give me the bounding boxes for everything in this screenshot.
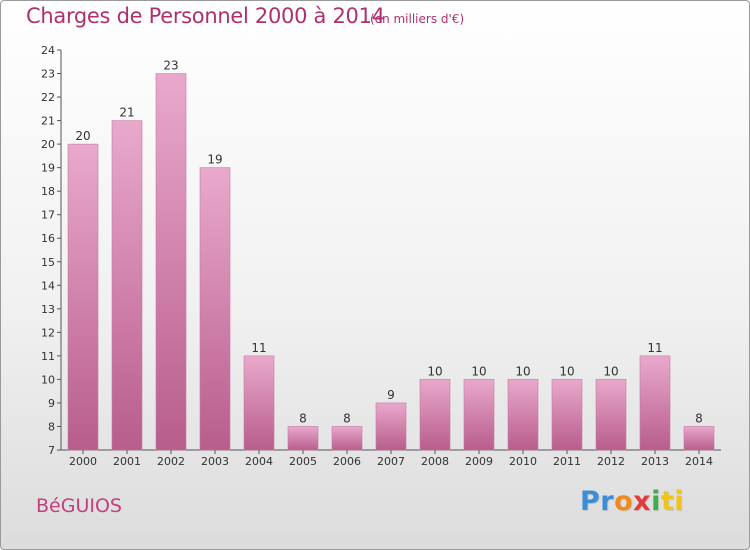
y-tick-label: 16	[41, 232, 55, 245]
bar-2003	[199, 167, 231, 451]
chart-subtitle: (en milliers d'€)	[370, 12, 465, 26]
y-tick-label: 15	[41, 256, 55, 269]
bar-2011	[551, 379, 583, 451]
y-tick-label: 23	[41, 68, 55, 81]
y-tick-label: 8	[48, 420, 55, 433]
x-tick-label-2012: 2012	[597, 455, 625, 468]
x-tick-label-2001: 2001	[113, 455, 141, 468]
logo-part: o	[614, 486, 634, 517]
y-tick-label: 24	[41, 44, 55, 57]
data-label-2011: 10	[559, 364, 574, 378]
data-label-2006: 8	[343, 411, 351, 425]
bar-2001	[111, 120, 143, 451]
y-tick-label: 10	[41, 373, 55, 386]
x-tick-label-2010: 2010	[509, 455, 537, 468]
data-label-2013: 11	[647, 341, 662, 355]
x-tick-label-2014: 2014	[685, 455, 713, 468]
y-tick-label: 22	[41, 91, 55, 104]
x-tick-label-2011: 2011	[553, 455, 581, 468]
chart-title: Charges de Personnel 2000 à 2014	[26, 4, 385, 28]
logo-part: i	[651, 486, 661, 517]
data-label-2012: 10	[603, 364, 618, 378]
bar-2014	[683, 426, 715, 451]
proxiti-logo: Proxiti	[580, 486, 684, 517]
bar-2000	[67, 143, 99, 451]
bar-2004	[243, 355, 275, 451]
y-tick-label: 20	[41, 138, 55, 151]
bar-2013	[639, 355, 671, 451]
logo-part: Pr	[580, 486, 615, 517]
y-tick-label: 13	[41, 303, 55, 316]
data-label-2001: 21	[119, 106, 134, 120]
y-tick-label: 12	[41, 326, 55, 339]
x-tick-label-2008: 2008	[421, 455, 449, 468]
x-tick-label-2013: 2013	[641, 455, 669, 468]
y-tick-label: 9	[48, 397, 55, 410]
data-label-2003: 19	[207, 153, 222, 167]
data-label-2010: 10	[515, 364, 530, 378]
y-tick-label: 21	[41, 115, 55, 128]
bar-2008	[419, 379, 451, 451]
x-tick-label-2005: 2005	[289, 455, 317, 468]
y-tick-label: 17	[41, 209, 55, 222]
y-tick-label: 11	[41, 350, 55, 363]
logo-part: x	[633, 486, 652, 517]
y-tick-label: 18	[41, 185, 55, 198]
x-tick-label-2003: 2003	[201, 455, 229, 468]
data-label-2014: 8	[695, 411, 703, 425]
bar-2002	[155, 73, 187, 451]
data-label-2005: 8	[299, 411, 307, 425]
x-tick-label-2004: 2004	[245, 455, 273, 468]
x-tick-label-2007: 2007	[377, 455, 405, 468]
bar-2012	[595, 379, 627, 451]
x-tick-label-2002: 2002	[157, 455, 185, 468]
bar-2006	[331, 426, 363, 451]
y-tick-label: 14	[41, 279, 55, 292]
bar-2007	[375, 402, 407, 451]
data-label-2000: 20	[75, 129, 90, 143]
y-tick-label: 7	[48, 444, 55, 457]
data-label-2002: 23	[163, 59, 178, 73]
logo-part: ti	[660, 486, 685, 517]
bar-2005	[287, 426, 319, 451]
chart-bars	[67, 73, 715, 451]
data-label-2009: 10	[471, 364, 486, 378]
data-label-2008: 10	[427, 364, 442, 378]
bar-2010	[507, 379, 539, 451]
x-tick-label-2009: 2009	[465, 455, 493, 468]
y-tick-label: 19	[41, 162, 55, 175]
location-name: BéGUIOS	[36, 495, 122, 517]
chart-labels: 20 2000 21 2001 23 2002 19 2003 11 2004 8 2005 8 2006…	[69, 59, 713, 468]
bar-2009	[463, 379, 495, 451]
x-tick-label-2000: 2000	[69, 455, 97, 468]
x-tick-label-2006: 2006	[333, 455, 361, 468]
data-label-2004: 11	[251, 341, 266, 355]
data-label-2007: 9	[387, 388, 395, 402]
